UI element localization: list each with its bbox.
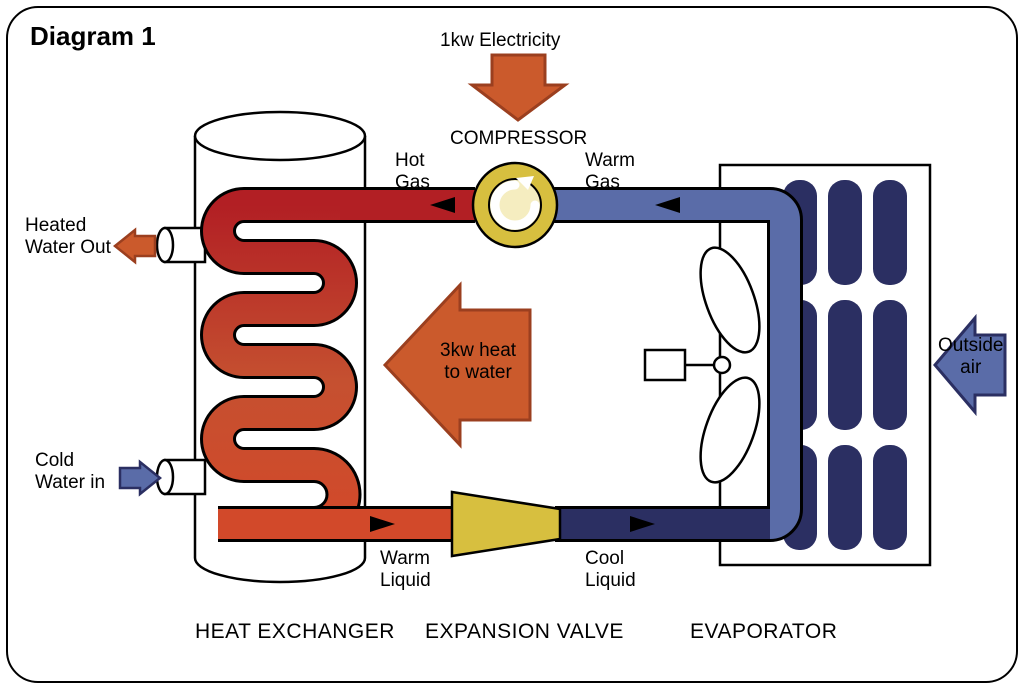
diagram-frame: Diagram 1 1kw Electricity COMPRESSOR Hot…	[0, 0, 1024, 689]
heated-water-out-label: Heated Water Out	[25, 215, 111, 259]
port-cold-water-in	[157, 460, 205, 494]
electricity-label: 1kw Electricity	[440, 30, 560, 52]
evap-fin	[873, 180, 907, 285]
evap-fin	[873, 445, 907, 550]
outside-air-label: Outside air	[938, 335, 1003, 379]
evap-fin	[828, 300, 862, 430]
port-heated-water-out	[157, 228, 205, 262]
cool-liquid-label: Cool Liquid	[585, 548, 636, 592]
heat-to-water-label: 3kw heat to water	[440, 340, 516, 384]
heat-exchanger-caption: HEAT EXCHANGER	[195, 620, 395, 644]
evap-fin	[828, 180, 862, 285]
cold-water-in-label: Cold Water in	[35, 450, 105, 494]
warm-liquid-label: Warm Liquid	[380, 548, 431, 592]
hot-gas-label: Hot Gas	[395, 150, 430, 194]
evap-fin	[873, 300, 907, 430]
expansion-valve	[452, 492, 560, 556]
expansion-valve-caption: EXPANSION VALVE	[425, 620, 624, 644]
warm-gas-label: Warm Gas	[585, 150, 635, 194]
cold-water-in-arrow-icon	[120, 462, 160, 494]
evap-fin	[828, 445, 862, 550]
heated-water-out-arrow-icon	[115, 230, 155, 262]
electricity-arrow-icon	[472, 55, 565, 120]
compressor-label: COMPRESSOR	[450, 128, 587, 150]
diagram-title: Diagram 1	[30, 22, 156, 52]
compressor-icon	[473, 163, 557, 247]
evaporator-caption: EVAPORATOR	[690, 620, 837, 644]
